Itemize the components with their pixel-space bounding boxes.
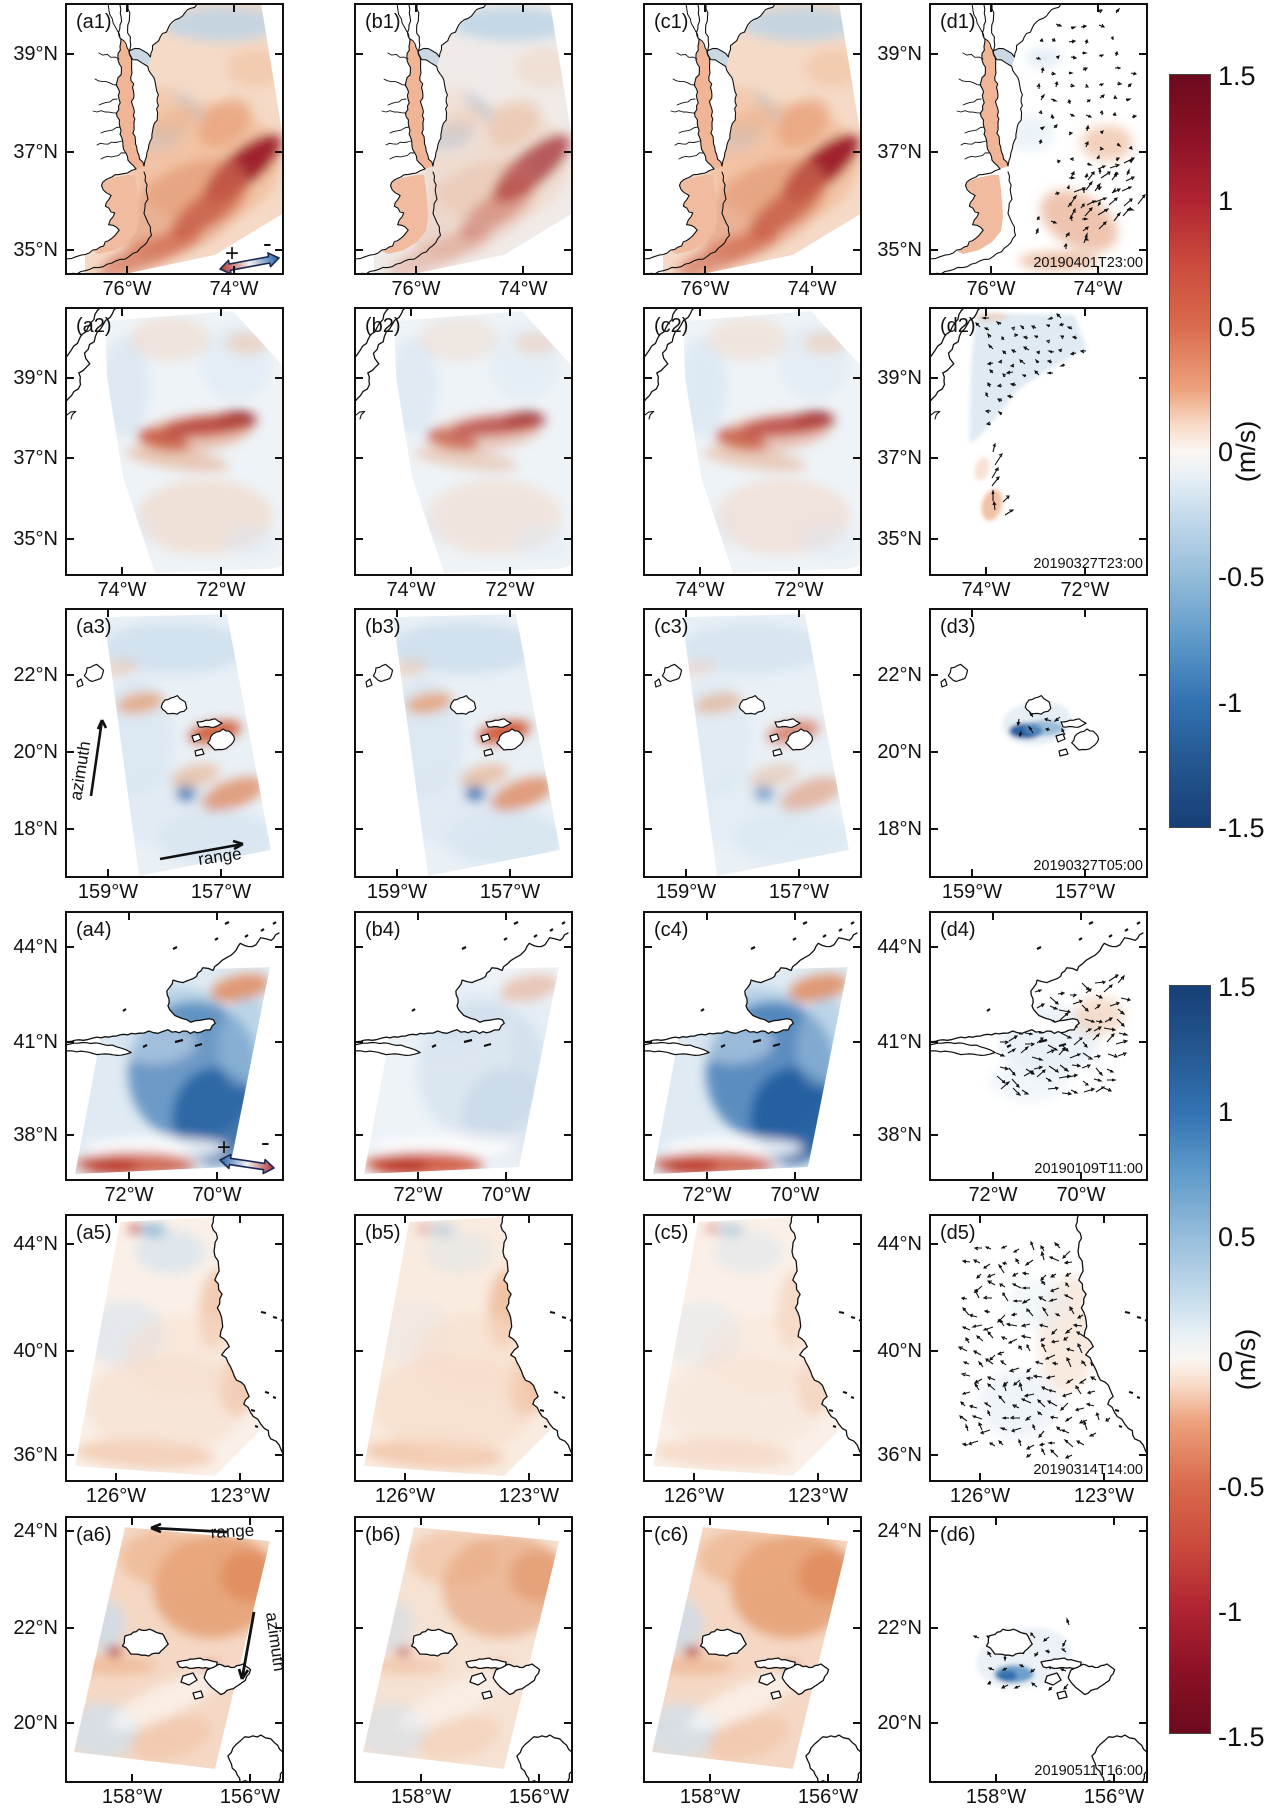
svg-text:(c4): (c4)	[654, 919, 688, 941]
svg-text:(d4): (d4)	[940, 919, 976, 941]
svg-text:20190511T16:00: 20190511T16:00	[1034, 1763, 1143, 1779]
svg-text:(c3): (c3)	[654, 616, 688, 638]
svg-text:20190401T23:00: 20190401T23:00	[1033, 255, 1143, 271]
svg-text:(d1): (d1)	[940, 11, 976, 33]
svg-text:20190314T14:00: 20190314T14:00	[1033, 1462, 1143, 1478]
svg-text:(d5): (d5)	[940, 1222, 976, 1244]
svg-text:(b4): (b4)	[365, 919, 401, 941]
svg-text:(c1): (c1)	[654, 11, 688, 33]
svg-text:azimuth: azimuth	[66, 740, 94, 802]
svg-text:(a5): (a5)	[76, 1222, 112, 1244]
svg-text:-: -	[263, 228, 272, 258]
svg-text:+: +	[217, 1134, 231, 1161]
svg-text:(c2): (c2)	[654, 315, 688, 337]
svg-text:-: -	[261, 1127, 270, 1157]
svg-text:(b6): (b6)	[365, 1524, 401, 1546]
svg-text:(b2): (b2)	[365, 315, 401, 337]
svg-text:(c6): (c6)	[654, 1524, 688, 1546]
svg-text:azimuth: azimuth	[262, 1611, 284, 1673]
svg-text:(a3): (a3)	[76, 616, 112, 638]
svg-text:(a6): (a6)	[76, 1524, 112, 1546]
svg-text:(c5): (c5)	[654, 1222, 688, 1244]
svg-text:(a2): (a2)	[76, 315, 112, 337]
svg-text:(a4): (a4)	[76, 919, 112, 941]
svg-text:(b5): (b5)	[365, 1222, 401, 1244]
svg-text:(d6): (d6)	[940, 1524, 976, 1546]
svg-text:20190109T11:00: 20190109T11:00	[1034, 1161, 1143, 1177]
svg-text:20190327T05:00: 20190327T05:00	[1033, 858, 1143, 874]
svg-text:(d2): (d2)	[940, 315, 976, 337]
svg-text:(b1): (b1)	[365, 11, 401, 33]
svg-text:(b3): (b3)	[365, 616, 401, 638]
svg-text:20190327T23:00: 20190327T23:00	[1033, 556, 1143, 572]
svg-text:range: range	[210, 1521, 254, 1542]
svg-text:+: +	[225, 240, 239, 267]
svg-text:(d3): (d3)	[940, 616, 976, 638]
svg-text:(a1): (a1)	[76, 11, 112, 33]
